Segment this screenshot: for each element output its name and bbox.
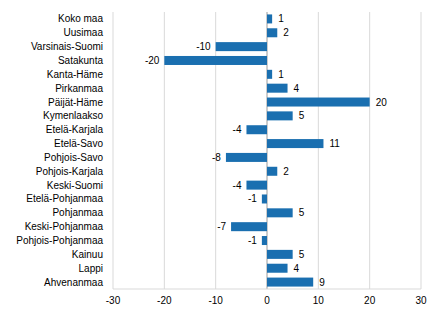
category-label: Kanta-Häme	[47, 69, 104, 80]
bar	[267, 14, 272, 23]
bar	[216, 42, 267, 51]
grid-line	[164, 12, 165, 289]
category-label: Pirkanmaa	[55, 83, 103, 94]
bars	[164, 14, 369, 286]
axis-line	[113, 289, 421, 290]
data-label: -1	[248, 235, 257, 246]
tick-label: 20	[364, 295, 376, 306]
data-label: -1	[248, 193, 257, 204]
data-label: 5	[299, 249, 305, 260]
data-label: 9	[319, 277, 325, 288]
bar	[262, 236, 267, 245]
grid-line	[215, 12, 216, 289]
category-label: Koko maa	[58, 13, 103, 24]
data-label: 20	[376, 97, 388, 108]
data-label: 2	[283, 166, 289, 177]
data-label: 1	[278, 69, 284, 80]
grid-line	[113, 12, 114, 289]
tick-label: -10	[208, 295, 223, 306]
tick-label: 10	[313, 295, 325, 306]
category-label: Keski-Pohjanmaa	[25, 221, 104, 232]
bar	[246, 125, 267, 134]
bar	[267, 70, 272, 79]
category-label: Etelä-Pohjanmaa	[26, 193, 103, 204]
bar	[262, 194, 267, 203]
category-label: Päijät-Häme	[48, 97, 103, 108]
data-label: -4	[233, 124, 242, 135]
category-label: Etelä-Savo	[54, 138, 103, 149]
bar	[164, 56, 267, 65]
tick-label: 30	[415, 295, 427, 306]
data-label: 2	[283, 27, 289, 38]
category-label: Pohjanmaa	[52, 207, 103, 218]
grid-line	[267, 12, 268, 289]
category-label: Kainuu	[72, 249, 103, 260]
data-label: -8	[212, 152, 221, 163]
grid-line	[318, 12, 319, 289]
data-label: 4	[294, 83, 300, 94]
bar	[267, 139, 323, 148]
category-label: Kymenlaakso	[43, 110, 103, 121]
data-label: 5	[299, 207, 305, 218]
category-label: Satakunta	[58, 55, 103, 66]
bar	[267, 167, 277, 176]
category-label: Ahvenanmaa	[44, 277, 103, 288]
data-label: 1	[278, 13, 284, 24]
bar	[226, 153, 267, 162]
bar	[267, 208, 293, 217]
category-label: Varsinais-Suomi	[31, 41, 103, 52]
grid-line	[421, 12, 422, 289]
bar	[267, 28, 277, 37]
tick-label: 0	[264, 295, 270, 306]
bar	[267, 250, 293, 259]
tick-label: -20	[157, 295, 172, 306]
category-label: Uusimaa	[64, 27, 104, 38]
category-label: Lappi	[79, 263, 103, 274]
chart: -30 -20 -10 0 10 20 30 Koko maa 1 Uusimaa 2 Varsina…	[0, 0, 442, 315]
category-label: Pohjois-Savo	[44, 152, 103, 163]
data-label: -10	[196, 41, 211, 52]
bar	[267, 264, 288, 273]
category-label: Keski-Suomi	[47, 180, 103, 191]
data-label: 5	[299, 110, 305, 121]
category-label: Pohjois-Pohjanmaa	[16, 235, 103, 246]
data-label: -7	[217, 221, 226, 232]
data-label: -20	[145, 55, 160, 66]
category-label: Pohjois-Karjala	[36, 166, 104, 177]
bar	[246, 181, 267, 190]
bar	[267, 98, 370, 107]
category-label: Etelä-Karjala	[46, 124, 104, 135]
bar	[267, 111, 293, 120]
data-label: 11	[329, 138, 340, 149]
bar	[267, 84, 288, 93]
grid-line	[369, 12, 370, 289]
tick-label: -30	[106, 295, 121, 306]
bar	[231, 222, 267, 231]
data-label: -4	[233, 180, 242, 191]
bar	[267, 278, 313, 287]
data-label: 4	[294, 263, 300, 274]
